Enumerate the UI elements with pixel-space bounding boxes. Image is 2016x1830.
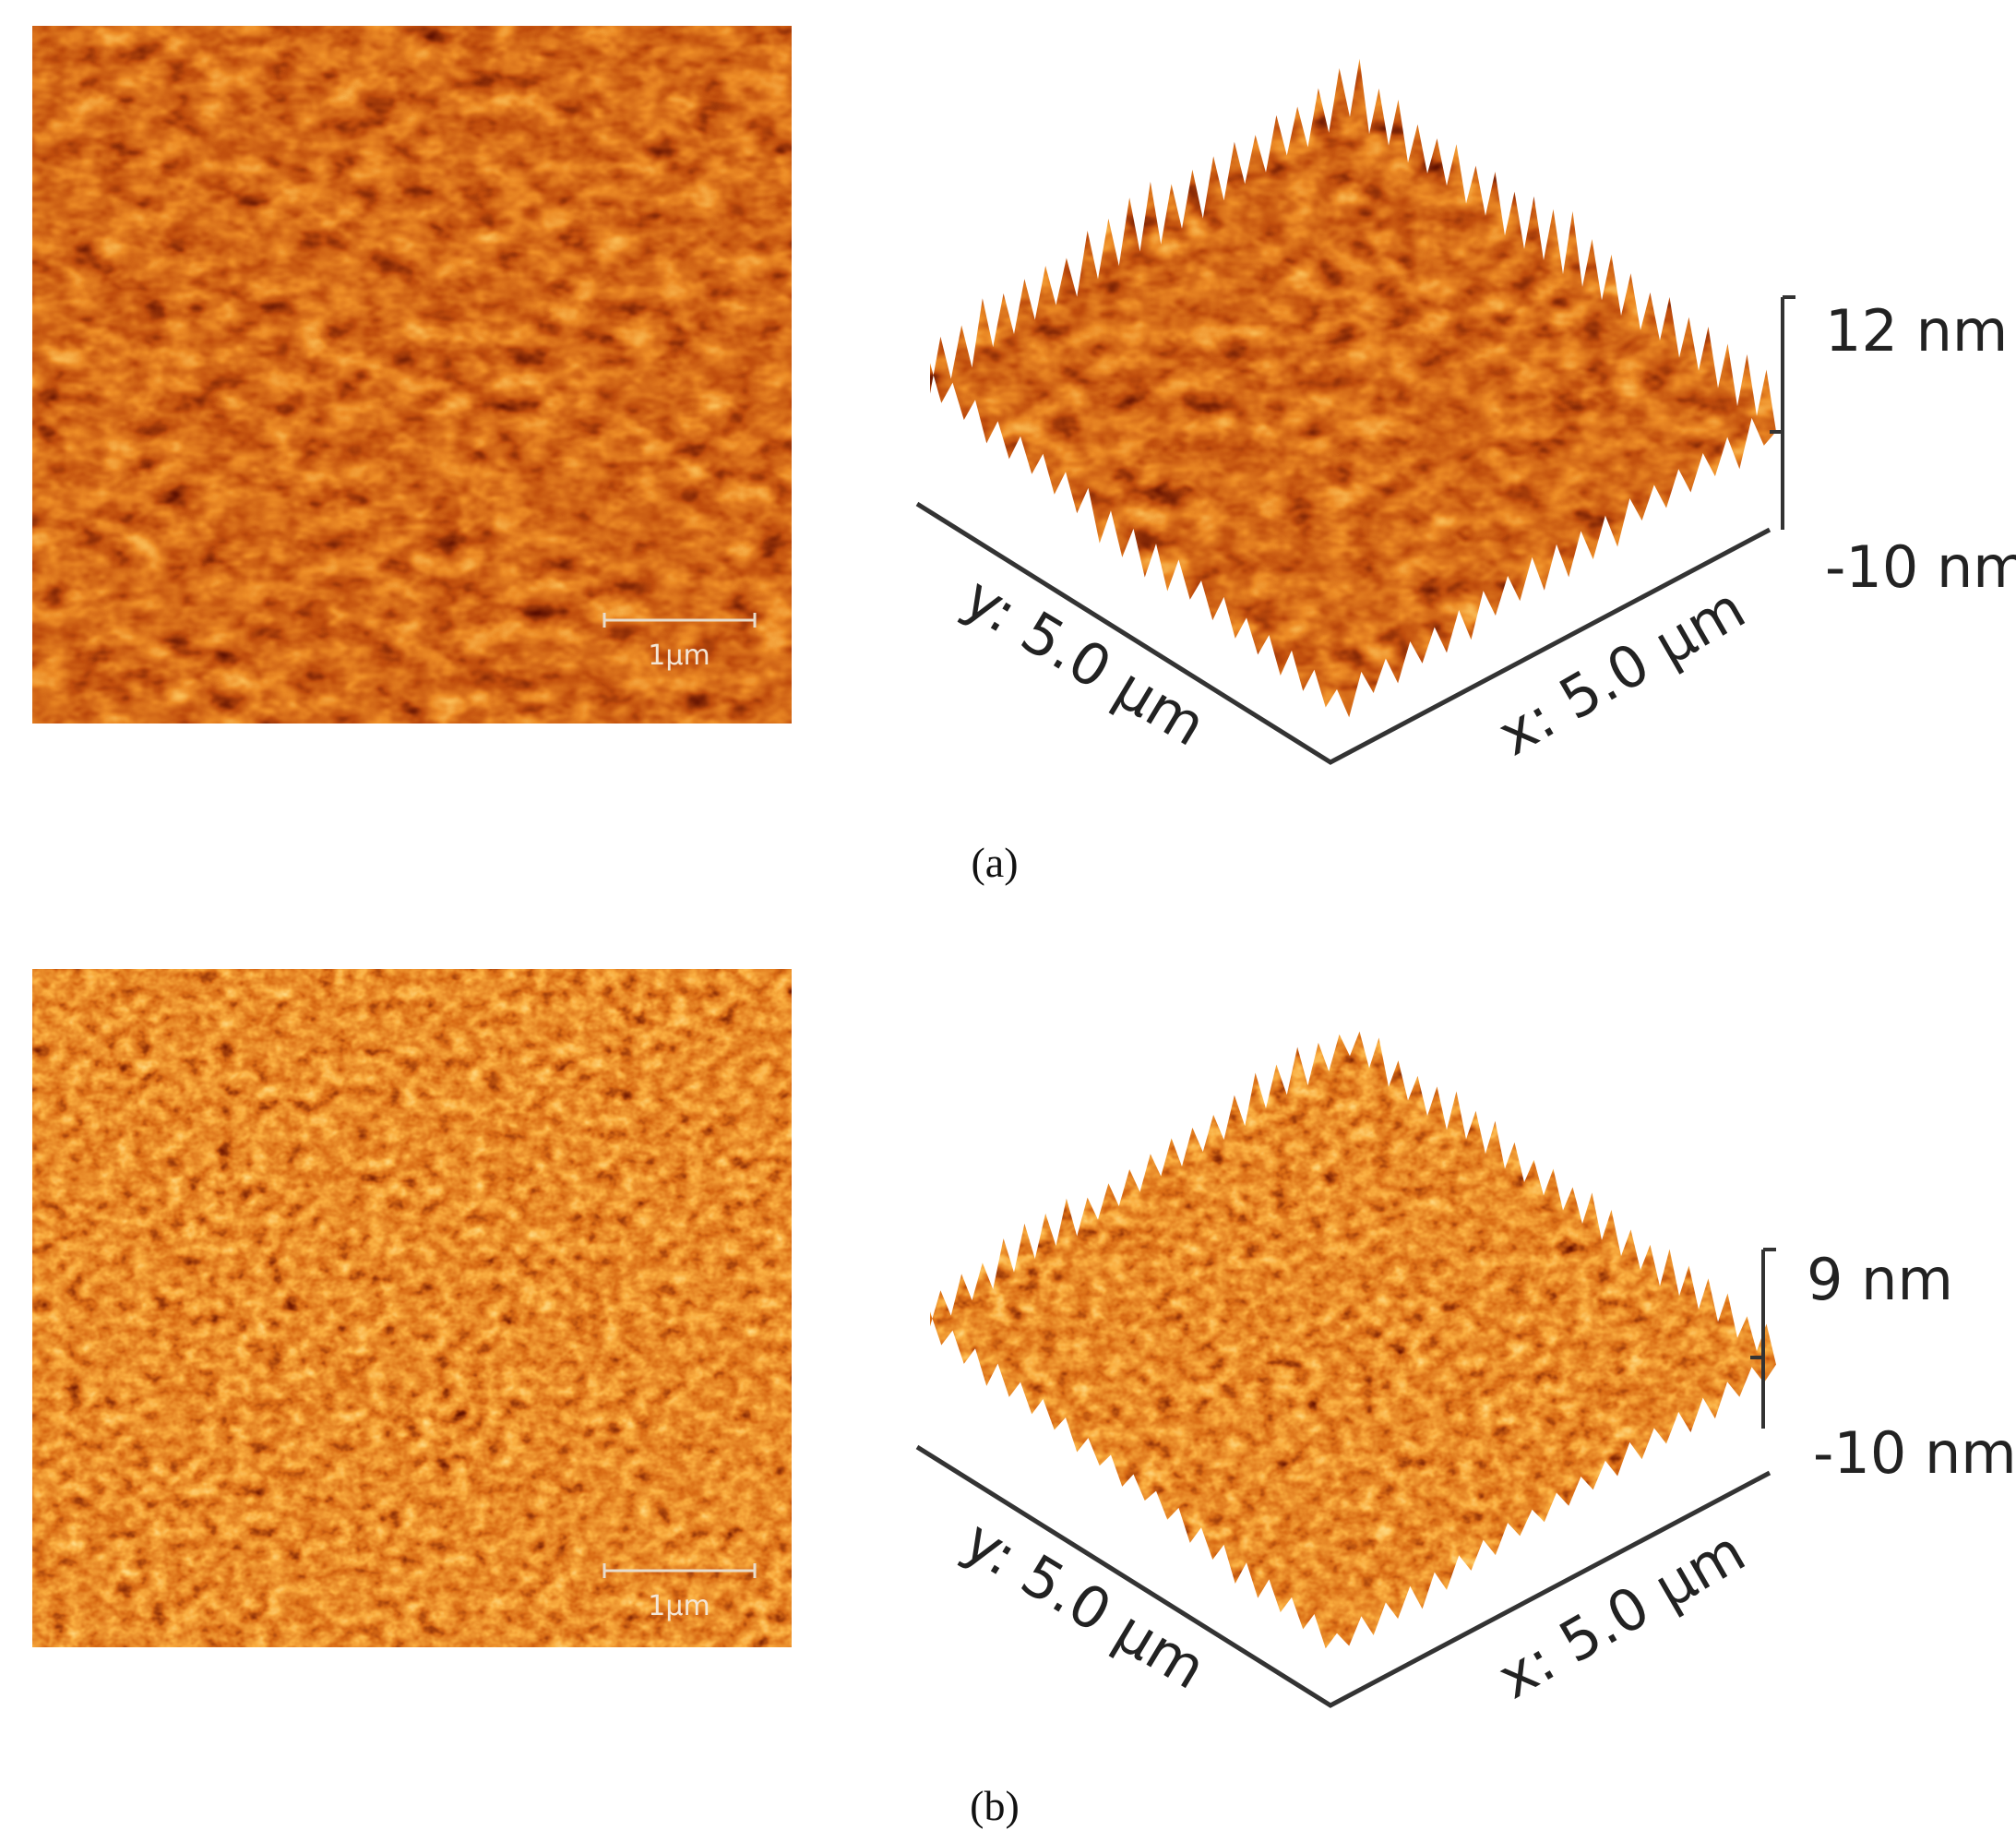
panel: 1μm 9 nm -10 nm y: 5.0 μm x: 5.0 μm (b) xyxy=(32,969,2016,1829)
afm-image xyxy=(32,26,792,724)
caption: (a) xyxy=(971,839,1018,886)
scale-bar-label: 1μm xyxy=(648,640,710,672)
afm-surface xyxy=(930,1031,1776,1649)
z-max-label: 12 nm xyxy=(1825,297,2008,365)
axis-lines xyxy=(915,1444,1771,1708)
x-axis-label: x: 5.0 μm xyxy=(1486,1517,1756,1712)
afm-image xyxy=(32,969,792,1647)
caption: (b) xyxy=(970,1782,1020,1829)
afm-surface xyxy=(930,58,1776,718)
panel: 1μm 12 nm -10 nm y: 5.0 μm x: 5.0 μm (a) xyxy=(32,26,2016,886)
z-min-label: -10 nm xyxy=(1825,533,2016,601)
y-axis-label: y: 5.0 μm xyxy=(952,1506,1217,1702)
z-min-label: -10 nm xyxy=(1813,1419,2016,1487)
y-axis-label: y: 5.0 μm xyxy=(952,563,1217,759)
z-max-label: 9 nm xyxy=(1807,1246,1953,1313)
scale-bar-label: 1μm xyxy=(648,1590,710,1622)
x-axis-label: x: 5.0 μm xyxy=(1486,574,1756,769)
axis-lines xyxy=(915,501,1771,765)
